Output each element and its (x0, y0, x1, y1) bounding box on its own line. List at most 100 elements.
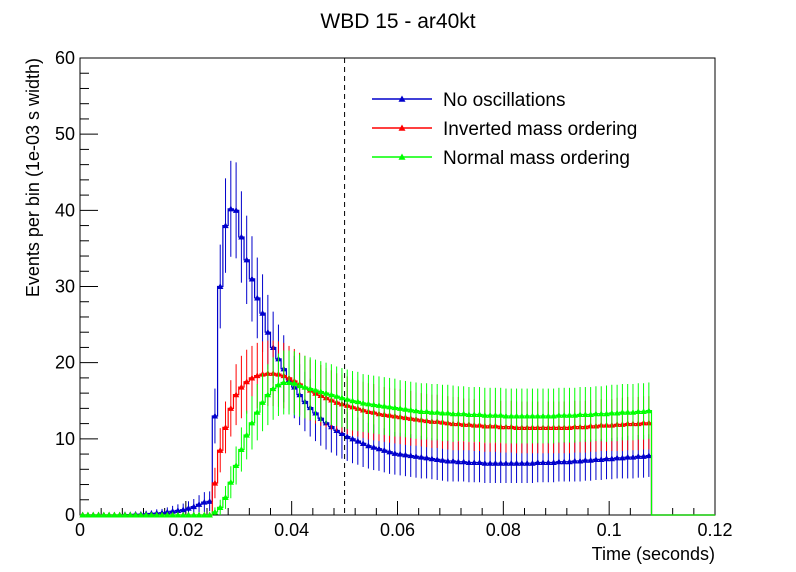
data-point (449, 457, 457, 464)
data-point (222, 222, 229, 229)
data-point (190, 503, 197, 510)
data-point (492, 412, 499, 418)
y-tick-label: 20 (55, 353, 75, 373)
data-point (603, 410, 610, 417)
data-point (227, 405, 235, 411)
data-point (523, 412, 531, 419)
data-point (195, 501, 203, 507)
data-point (465, 411, 473, 418)
data-point (211, 412, 219, 419)
data-point (587, 411, 594, 418)
data-point (481, 460, 489, 466)
data-point (433, 408, 441, 415)
data-point (259, 309, 266, 316)
data-point (349, 435, 356, 442)
data-point (508, 412, 515, 419)
x-tick-label: 0.1 (597, 520, 622, 540)
data-point (550, 459, 557, 466)
data-point (471, 411, 478, 418)
data-point (492, 460, 499, 466)
data-point (423, 408, 430, 414)
x-tick-label: 0.12 (697, 520, 732, 540)
data-point (460, 410, 467, 417)
data-point (375, 402, 383, 408)
data-point (142, 511, 150, 518)
data-point (402, 405, 409, 412)
data-point (211, 508, 219, 515)
data-point (502, 412, 510, 419)
data-point (619, 454, 626, 461)
data-point (291, 380, 298, 386)
data-point (640, 453, 647, 459)
x-tick-label: 0.02 (168, 520, 203, 540)
data-point (555, 412, 563, 418)
data-point (365, 442, 372, 449)
data-point (359, 399, 367, 406)
data-point (497, 460, 504, 466)
series-line (80, 381, 715, 516)
data-point (566, 458, 573, 465)
data-point (354, 437, 362, 444)
data-point (238, 233, 245, 240)
data-point (518, 412, 526, 419)
data-point (185, 504, 192, 511)
data-point (179, 506, 187, 513)
data-point (439, 456, 446, 463)
data-point (412, 407, 420, 414)
data-point (105, 511, 113, 518)
data-point (598, 456, 605, 462)
legend: No oscillations Inverted mass ordering Nor… (372, 90, 637, 169)
data-point (227, 205, 235, 212)
data-point (243, 431, 250, 438)
data-point (428, 455, 436, 462)
x-axis-label: Time (seconds) (592, 544, 715, 564)
x-tick-label: 0.06 (380, 520, 415, 540)
data-point (635, 453, 642, 459)
data-point (513, 460, 520, 466)
data-point (296, 382, 303, 389)
y-tick-label: 60 (55, 48, 75, 68)
data-point (592, 410, 600, 417)
data-point (582, 456, 589, 463)
y-axis: 0 10 20 30 40 50 60 (55, 48, 98, 525)
data-point (370, 444, 377, 450)
data-point (497, 412, 504, 418)
data-point (338, 430, 346, 437)
data-point (560, 458, 568, 465)
data-point (185, 511, 192, 518)
legend-marker (398, 124, 406, 131)
y-tick-label: 0 (65, 505, 75, 525)
data-point (232, 207, 240, 213)
data-point (201, 511, 208, 518)
data-point (412, 453, 420, 459)
data-point (645, 407, 653, 414)
data-point (84, 511, 92, 518)
data-point (222, 494, 229, 501)
data-point (264, 329, 272, 335)
data-point (248, 275, 256, 282)
data-point (227, 479, 235, 485)
legend-marker (398, 153, 406, 160)
data-point (232, 391, 240, 398)
data-point (465, 459, 473, 466)
data-point (592, 456, 600, 462)
data-point (90, 511, 97, 518)
data-point (555, 458, 563, 465)
data-point (169, 507, 176, 514)
data-point (571, 457, 578, 464)
data-point (148, 511, 155, 518)
data-point (502, 460, 510, 466)
data-point (629, 408, 637, 415)
x-tick-label: 0.04 (274, 520, 309, 540)
data-point (254, 294, 261, 301)
data-point (322, 389, 330, 396)
data-point (444, 409, 451, 416)
legend-marker (398, 95, 406, 102)
data-point (613, 454, 621, 461)
data-point (433, 456, 441, 462)
data-point (396, 405, 404, 411)
data-point (386, 403, 393, 410)
data-point (169, 511, 176, 518)
data-point (79, 511, 86, 518)
